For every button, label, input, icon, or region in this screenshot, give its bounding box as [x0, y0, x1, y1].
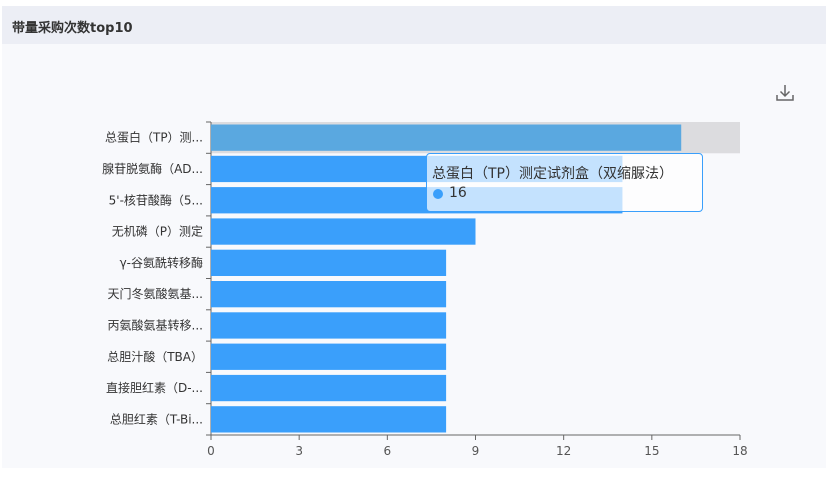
bar[interactable]: [211, 343, 447, 370]
tooltip: 总蛋白（TP）测定试剂盒（双缩脲法） 16: [426, 153, 703, 212]
bar[interactable]: [211, 124, 682, 151]
x-tick-label: 12: [556, 444, 571, 458]
panel-title: 带量采购次数top10: [12, 21, 133, 36]
panel-header: 带量采购次数top10: [2, 6, 826, 44]
tooltip-value: 16: [449, 185, 467, 201]
y-tick-label: 总胆红素（T-Bi...: [110, 411, 203, 426]
bar[interactable]: [211, 249, 447, 276]
x-tick-label: 6: [384, 444, 392, 458]
y-tick-label: 无机磷（P）测定: [112, 224, 203, 239]
y-tick-label: 腺苷脱氨酶（AD...: [102, 161, 203, 176]
bar[interactable]: [211, 281, 447, 308]
x-tick-label: 0: [207, 444, 215, 458]
download-icon[interactable]: [774, 82, 796, 104]
series-marker-icon: [433, 189, 443, 199]
y-tick-label: 总胆汁酸（TBA）: [107, 349, 203, 364]
y-tick-label: 天门冬氨酸氨基...: [108, 286, 203, 301]
bar[interactable]: [211, 374, 447, 402]
y-tick-label: 总蛋白（TP）测...: [105, 130, 203, 145]
y-tick-label: 直接胆红素（D-...: [106, 380, 203, 395]
y-tick-label: 丙氨酸氨基转移...: [108, 317, 203, 332]
x-tick-label: 9: [472, 444, 480, 458]
x-tick-label: 3: [295, 444, 303, 458]
bar[interactable]: [211, 312, 447, 339]
y-tick-label: 5'-核苷酸酶（5...: [109, 192, 203, 207]
y-tick-label: γ-谷氨酰转移酶: [120, 255, 203, 270]
tooltip-name: 总蛋白（TP）测定试剂盒（双缩脲法）: [432, 166, 673, 182]
bar[interactable]: [211, 218, 476, 245]
x-tick-label: 18: [732, 444, 747, 458]
bar[interactable]: [211, 406, 447, 433]
x-tick-label: 15: [644, 444, 659, 458]
